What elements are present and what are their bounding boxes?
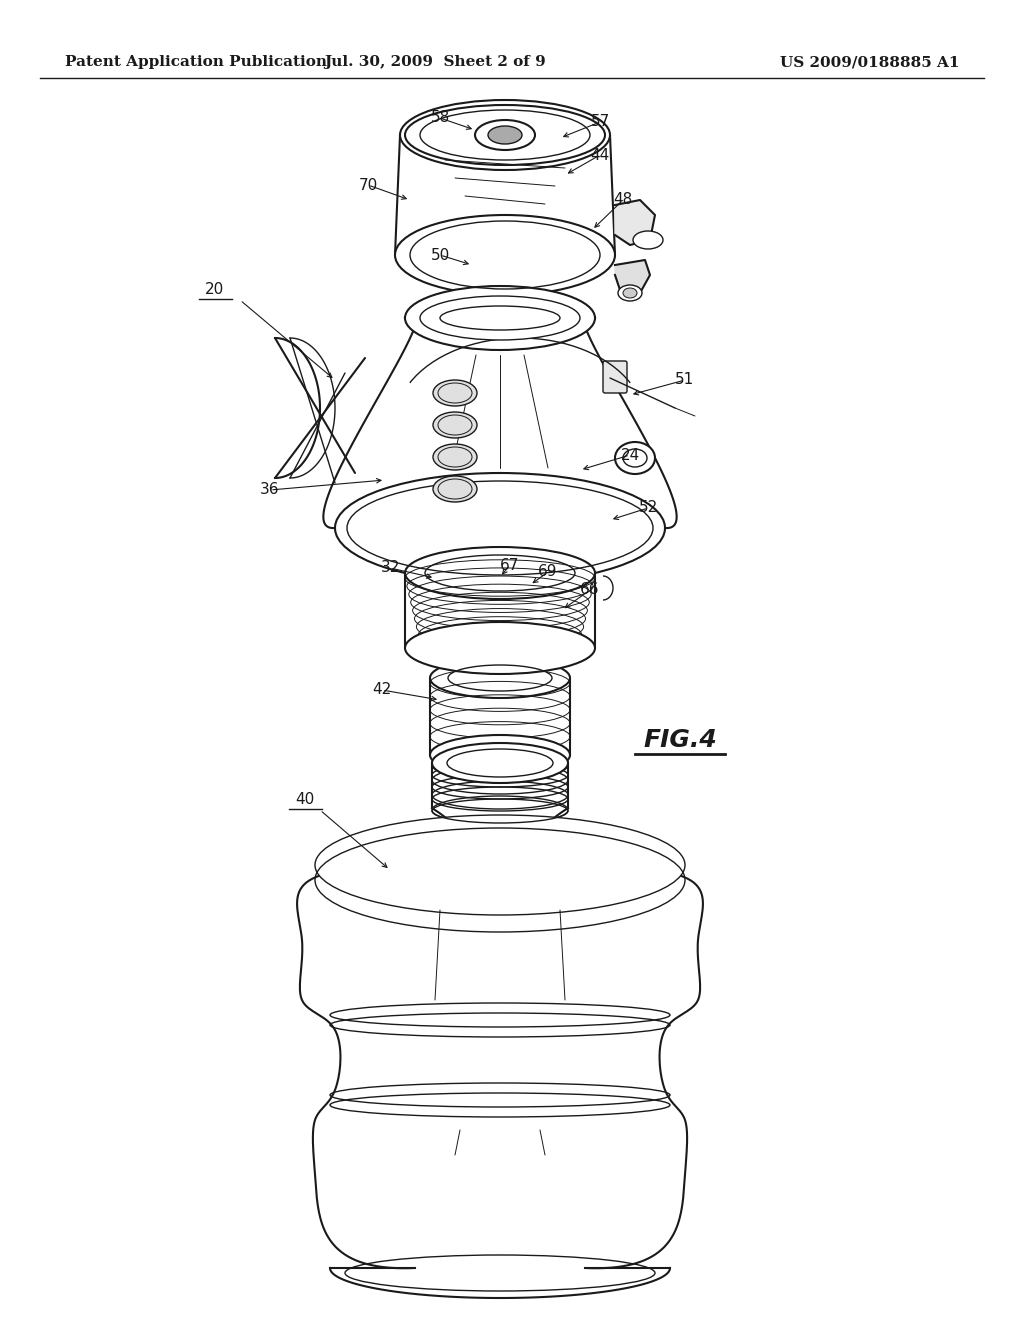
Ellipse shape <box>430 735 570 775</box>
Text: US 2009/0188885 A1: US 2009/0188885 A1 <box>780 55 959 69</box>
Text: 69: 69 <box>539 565 558 579</box>
Ellipse shape <box>395 215 615 294</box>
Ellipse shape <box>433 444 477 470</box>
Text: 48: 48 <box>613 193 633 207</box>
Ellipse shape <box>623 288 637 298</box>
Text: 20: 20 <box>206 282 224 297</box>
Ellipse shape <box>618 285 642 301</box>
Text: 24: 24 <box>621 447 640 462</box>
Ellipse shape <box>615 442 655 474</box>
Text: 51: 51 <box>676 372 694 388</box>
Text: 50: 50 <box>430 248 450 263</box>
Ellipse shape <box>433 380 477 407</box>
Ellipse shape <box>315 814 685 915</box>
Ellipse shape <box>475 120 535 150</box>
Text: 70: 70 <box>358 177 378 193</box>
Ellipse shape <box>406 106 605 165</box>
Ellipse shape <box>432 743 568 783</box>
Ellipse shape <box>406 622 595 675</box>
Ellipse shape <box>420 296 580 341</box>
Text: 52: 52 <box>638 500 657 516</box>
Ellipse shape <box>488 125 522 144</box>
Text: Patent Application Publication: Patent Application Publication <box>65 55 327 69</box>
Text: 57: 57 <box>591 115 609 129</box>
Text: 42: 42 <box>373 682 391 697</box>
Text: 32: 32 <box>380 561 399 576</box>
Ellipse shape <box>430 657 570 698</box>
Text: 67: 67 <box>501 557 520 573</box>
Text: 44: 44 <box>591 148 609 162</box>
Text: Jul. 30, 2009  Sheet 2 of 9: Jul. 30, 2009 Sheet 2 of 9 <box>325 55 546 69</box>
Text: 36: 36 <box>260 483 280 498</box>
Ellipse shape <box>633 231 663 249</box>
Polygon shape <box>615 260 650 293</box>
Ellipse shape <box>406 546 595 599</box>
Text: 66: 66 <box>581 582 600 598</box>
FancyBboxPatch shape <box>603 360 627 393</box>
Ellipse shape <box>433 412 477 438</box>
Text: 40: 40 <box>295 792 314 808</box>
Ellipse shape <box>433 477 477 502</box>
Ellipse shape <box>406 286 595 350</box>
Polygon shape <box>615 201 655 246</box>
Ellipse shape <box>335 473 665 583</box>
Text: FIG.4: FIG.4 <box>643 729 717 752</box>
Text: 58: 58 <box>430 111 450 125</box>
